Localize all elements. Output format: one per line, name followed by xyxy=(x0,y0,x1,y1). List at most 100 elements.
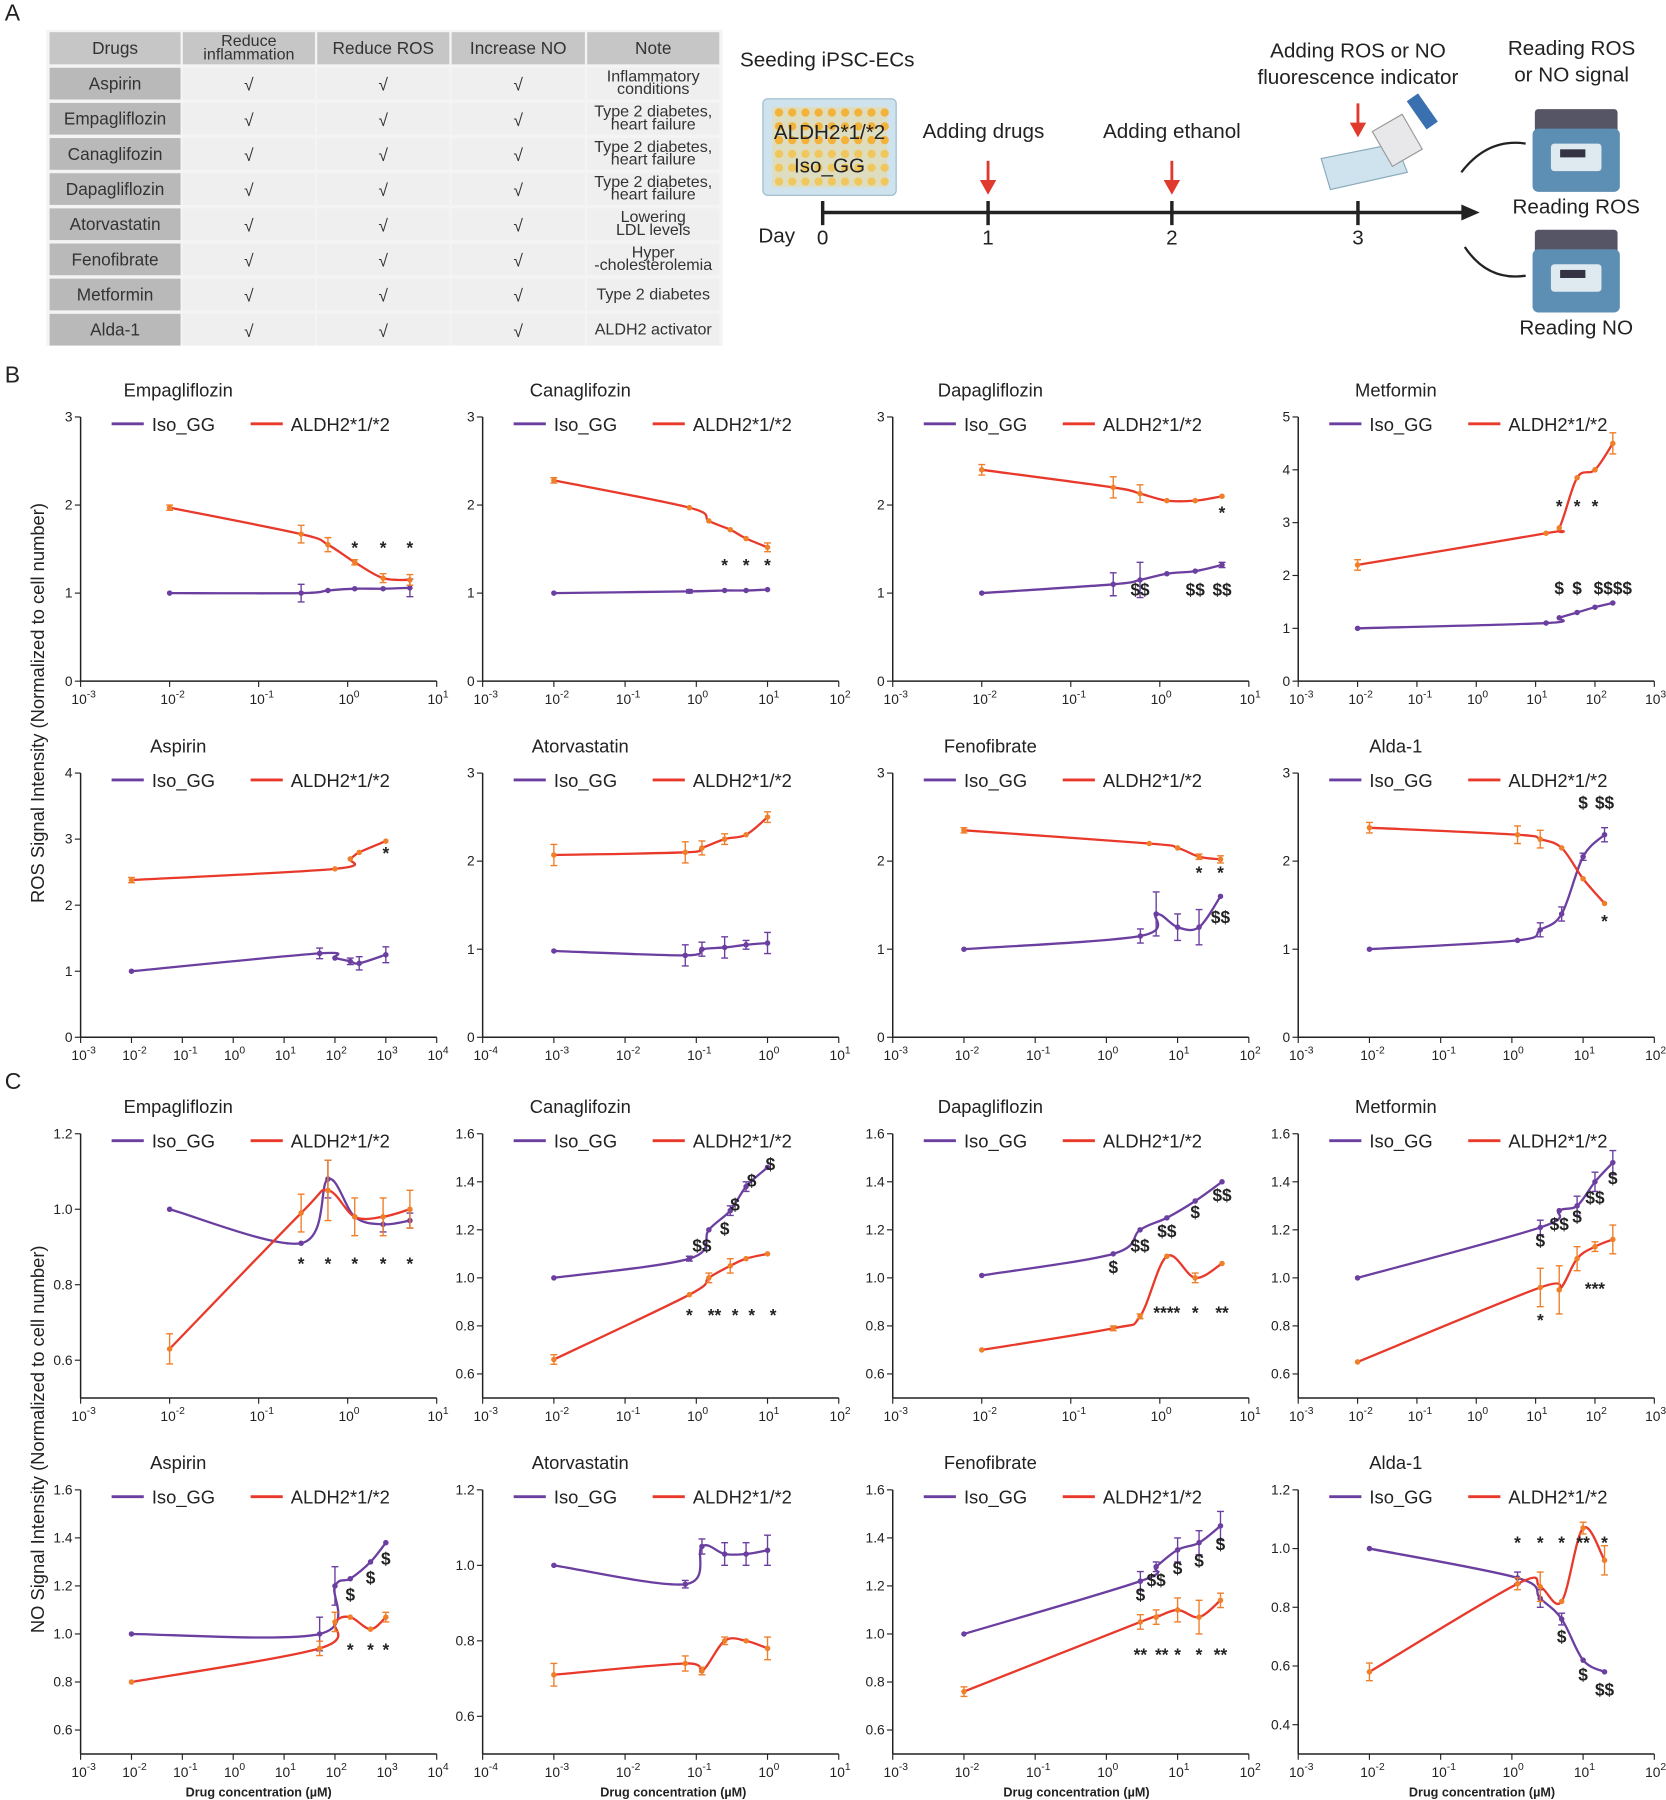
y-tick-label: 1 xyxy=(1283,942,1291,957)
aldh-data-point xyxy=(1174,1607,1181,1613)
x-tick-label: 100 xyxy=(1467,1406,1488,1424)
well-dot xyxy=(788,177,797,186)
legend-aldh-label: ALDH2*1/*2 xyxy=(693,770,792,791)
table-note-cell xyxy=(587,208,720,241)
x-tick-label: 10-1 xyxy=(1062,1406,1087,1424)
x-tick-label: 10-2 xyxy=(1348,689,1373,707)
iso-fit-curve xyxy=(553,1544,768,1586)
x-tick-label: 102 xyxy=(830,1406,851,1424)
well-dot xyxy=(801,149,810,159)
chart-empagliflozin: Empagliflozin Iso_GG ALDH2*1/*2 0 1 2 3 10-3 10-… xyxy=(65,379,449,707)
well-dot xyxy=(854,122,863,131)
x-tick-label: 100 xyxy=(758,1045,779,1063)
table-check-mark: √ xyxy=(244,321,254,341)
iso-data-point xyxy=(383,951,389,958)
well-dot xyxy=(827,122,836,131)
plate-label-aldh2: ALDH2*1/*2 xyxy=(774,121,885,144)
x-tick-label: 10-2 xyxy=(1348,1406,1373,1424)
legend-iso-label: Iso_GG xyxy=(152,1131,215,1153)
iso-data-point xyxy=(1610,1159,1616,1166)
well-dot xyxy=(854,108,863,117)
well-dot xyxy=(801,163,810,172)
x-tick-label: 101 xyxy=(1574,1762,1595,1780)
aldh-data-point xyxy=(1610,440,1616,447)
significance-marker: * xyxy=(351,537,358,557)
well-dot xyxy=(867,177,876,186)
iso-fit-curve xyxy=(963,1524,1222,1636)
significance-marker: * xyxy=(1196,1644,1203,1664)
y-tick-label: 0.6 xyxy=(866,1723,885,1738)
well-dot xyxy=(854,149,863,159)
significance-marker: $ xyxy=(1572,1207,1582,1227)
y-tick-label: 0 xyxy=(467,1030,475,1045)
iso-data-point xyxy=(1556,615,1562,621)
iso-data-point xyxy=(1192,1198,1198,1204)
aldh-data-point xyxy=(1110,1325,1117,1332)
iso-data-point xyxy=(764,586,771,593)
iso-data-point xyxy=(1164,1215,1170,1221)
significance-marker: ** xyxy=(1155,1644,1169,1664)
chart-atorvastatin: Atorvastatin Iso_GG ALDH2*1/*2 0.6 0.8 1.0 1.2… xyxy=(455,1452,850,1780)
table-note-cell xyxy=(587,313,720,346)
table-cell xyxy=(317,173,450,205)
table-check-mark: √ xyxy=(244,110,254,130)
iso-data-point xyxy=(743,942,749,948)
iso-data-point xyxy=(743,1551,749,1557)
table-note-cell xyxy=(587,243,720,276)
x-tick-label: 10-2 xyxy=(122,1762,147,1780)
x-tick-label: 10-3 xyxy=(71,1406,96,1424)
aldh-data-point xyxy=(1110,484,1117,491)
iso-data-point xyxy=(166,590,173,596)
significance-marker: $$ xyxy=(1595,1679,1615,1699)
day-label: Day xyxy=(758,224,795,247)
significance-marker: * xyxy=(1514,1533,1521,1553)
well-dot xyxy=(867,122,876,131)
iso-fit-curve xyxy=(169,586,410,595)
aldh-data-point xyxy=(1601,1557,1608,1564)
table-note-text: Type 2 diabetes, xyxy=(594,103,712,121)
table-cell xyxy=(182,102,315,135)
x-axis-label: Drug concentration (µM) xyxy=(186,1786,332,1800)
x-tick-label: 10-1 xyxy=(1062,689,1087,707)
iso-data-point xyxy=(1110,1251,1117,1257)
table-cell xyxy=(451,243,585,276)
table-note-text: heart failure xyxy=(611,186,696,204)
y-tick-label: 1.0 xyxy=(455,1558,474,1573)
y-tick-label: 1.0 xyxy=(455,1270,474,1285)
well-dot xyxy=(814,177,823,186)
well-dot xyxy=(827,108,836,117)
table-check-mark: √ xyxy=(379,75,389,95)
significance-marker: * xyxy=(686,1305,693,1325)
x-tick-label: 10-3 xyxy=(545,1045,570,1063)
significance-marker: $ xyxy=(1608,1168,1618,1188)
iso-data-point xyxy=(682,1581,689,1587)
iso-data-point xyxy=(1580,1657,1586,1663)
iso-data-point xyxy=(367,1559,374,1565)
x-tick-label: 100 xyxy=(1151,1406,1172,1424)
well-dot xyxy=(774,122,784,131)
table-note-text: -cholesterolemia xyxy=(594,256,712,274)
x-tick-label: 10-3 xyxy=(71,1045,96,1063)
aldh-data-point xyxy=(1558,845,1565,851)
iso-data-point xyxy=(727,1207,734,1214)
iso-data-point xyxy=(721,1551,728,1557)
x-tick-label: 100 xyxy=(1503,1045,1524,1063)
aldh-data-point xyxy=(1592,467,1598,473)
x-tick-label: 10-1 xyxy=(1026,1762,1051,1780)
pipette-plate-icon xyxy=(1320,93,1438,191)
well-dot xyxy=(880,177,889,186)
y-tick-label: 1 xyxy=(65,586,73,601)
iso-data-point xyxy=(721,587,728,594)
well-dot xyxy=(840,163,850,172)
chart-title: Atorvastatin xyxy=(532,1452,629,1473)
table-drug-name: Dapagliflozin xyxy=(66,179,165,199)
chart-dapagliflozin: Dapagliflozin Iso_GG ALDH2*1/*2 0 1 2 3 10-3 10-… xyxy=(877,379,1261,707)
iso-data-point xyxy=(128,1631,135,1637)
adding-drugs-label: Adding drugs xyxy=(923,120,1045,143)
aldh-data-point xyxy=(298,531,304,537)
well-dot xyxy=(814,108,823,117)
significance-marker: $ xyxy=(1190,1202,1200,1222)
table-note-cell xyxy=(587,278,720,311)
aldh-data-point xyxy=(332,1619,338,1625)
aldh-data-point xyxy=(743,1638,749,1644)
